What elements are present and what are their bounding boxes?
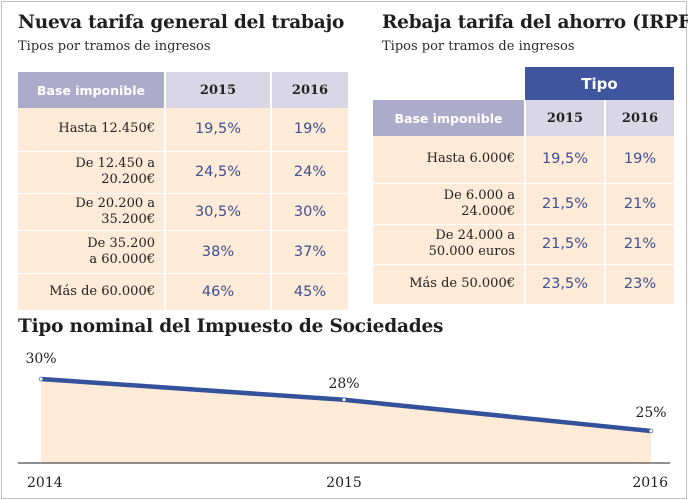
ahorro-value-2015: 19,5%	[524, 136, 605, 184]
ahorro-value-2016: 23%	[603, 264, 675, 305]
trabajo-row-label-line: Más de 60.000€	[49, 283, 155, 299]
trabajo-row-label-line: De 35.200	[87, 235, 155, 251]
ahorro-row-label-line: Más de 50.000€	[409, 276, 515, 291]
ahorro-row: De 6.000 a 24.000€ 21,5% 21%	[373, 183, 675, 225]
data-label-2014: 30%	[25, 351, 56, 367]
data-point-2015	[342, 398, 346, 402]
trabajo-header-2015: 2015	[164, 72, 271, 108]
trabajo-row: Más de 60.000€ 46% 45%	[18, 273, 348, 311]
trabajo-title: Nueva tarifa general del trabajo	[18, 12, 345, 33]
ahorro-row-label-line: De 6.000 a	[443, 187, 515, 203]
ahorro-table: Tipo Base imponible 2015 2016 Hasta 6.00…	[373, 67, 675, 305]
trabajo-value-2015: 30,5%	[164, 193, 271, 231]
trabajo-header-2016: 2016	[270, 72, 348, 108]
data-point-2014	[39, 377, 43, 381]
trabajo-table: Base imponible 2015 2016 Hasta 12.450€ 19…	[18, 72, 348, 311]
ahorro-value-2016: 21%	[603, 224, 675, 265]
trabajo-value-2015: 46%	[164, 273, 271, 311]
ahorro-header-2015: 2015	[524, 100, 605, 136]
ahorro-row-label: De 6.000 a 24.000€	[373, 183, 525, 225]
ahorro-row-label: Más de 50.000€	[373, 264, 525, 305]
x-tick-label-2016: 2016	[632, 475, 668, 491]
ahorro-header-2016: 2016	[603, 100, 675, 136]
trabajo-row-label: Más de 60.000€	[18, 273, 165, 311]
ahorro-row-label: Hasta 6.000€	[373, 136, 525, 184]
ahorro-value-2015: 21,5%	[524, 183, 605, 225]
trabajo-row-label-line: Hasta 12.450€	[58, 121, 155, 137]
ahorro-subtitle: Tipos por tramos de ingresos	[382, 39, 575, 54]
ahorro-group-spacer	[373, 67, 525, 100]
ahorro-row-label: De 24.000 a 50.000 euros	[373, 224, 525, 265]
ahorro-row-label-line: 50.000 euros	[428, 244, 515, 259]
ahorro-header-row: Base imponible 2015 2016	[373, 100, 675, 136]
ahorro-tipo-header: Tipo	[525, 67, 675, 100]
trabajo-value-2015: 24,5%	[164, 151, 271, 194]
trabajo-row: De 20.200 a 35.200€ 30,5% 30%	[18, 193, 348, 231]
ahorro-row: Más de 50.000€ 23,5% 23%	[373, 264, 675, 305]
trabajo-row-label-line: De 20.200 a	[75, 195, 155, 211]
trabajo-header-row: Base imponible 2015 2016	[18, 72, 348, 108]
trabajo-row: Hasta 12.450€ 19,5% 19%	[18, 108, 348, 152]
trabajo-row: De 35.200 a 60.000€ 38% 37%	[18, 230, 348, 274]
ahorro-value-2015: 23,5%	[524, 264, 605, 305]
ahorro-group-row: Tipo	[373, 67, 675, 100]
trabajo-row-label: Hasta 12.450€	[18, 108, 165, 152]
trabajo-row-label-line: De 12.450 a	[75, 156, 155, 171]
area-fill	[41, 379, 651, 463]
trabajo-value-2016: 19%	[270, 108, 348, 152]
trabajo-value-2016: 30%	[270, 193, 348, 231]
ahorro-value-2016: 21%	[603, 183, 675, 225]
ahorro-value-2016: 19%	[603, 136, 675, 184]
trabajo-value-2016: 37%	[270, 230, 348, 274]
chart-title: Tipo nominal del Impuesto de Sociedades	[18, 316, 444, 337]
ahorro-value-2015: 21,5%	[524, 224, 605, 265]
trabajo-row: De 12.450 a 20.200€ 24,5% 24%	[18, 151, 348, 194]
trabajo-value-2016: 45%	[270, 273, 348, 311]
ahorro-row-label-line: Hasta 6.000€	[426, 151, 515, 167]
data-label-2015: 28%	[328, 376, 359, 392]
x-tick-label-2014: 2014	[27, 475, 63, 491]
ahorro-header-base: Base imponible	[373, 100, 525, 136]
ahorro-row: De 24.000 a 50.000 euros 21,5% 21%	[373, 224, 675, 265]
ahorro-row: Hasta 6.000€ 19,5% 19%	[373, 136, 675, 184]
trabajo-row-label-line: 20.200€	[101, 172, 155, 187]
trabajo-row-label: De 35.200 a 60.000€	[18, 230, 165, 274]
x-tick-label-2015: 2015	[326, 475, 362, 491]
sociedades-chart: 30% 2014 28% 2015 25% 2016	[18, 351, 670, 491]
trabajo-row-label: De 12.450 a 20.200€	[18, 151, 165, 194]
trabajo-value-2015: 19,5%	[164, 108, 271, 152]
trabajo-row-label-line: a 60.000€	[89, 251, 155, 267]
ahorro-title: Rebaja tarifa del ahorro (IRPF)	[382, 12, 688, 33]
trabajo-header-base: Base imponible	[18, 72, 165, 108]
ahorro-row-label-line: 24.000€	[461, 203, 515, 219]
trabajo-row-label: De 20.200 a 35.200€	[18, 193, 165, 231]
trabajo-subtitle: Tipos por tramos de ingresos	[18, 39, 211, 54]
trabajo-row-label-line: 35.200€	[101, 211, 155, 227]
trabajo-value-2015: 38%	[164, 230, 271, 274]
trabajo-value-2016: 24%	[270, 151, 348, 194]
data-label-2016: 25%	[635, 405, 666, 421]
ahorro-row-label-line: De 24.000 a	[435, 228, 515, 243]
data-point-2016	[649, 429, 653, 433]
